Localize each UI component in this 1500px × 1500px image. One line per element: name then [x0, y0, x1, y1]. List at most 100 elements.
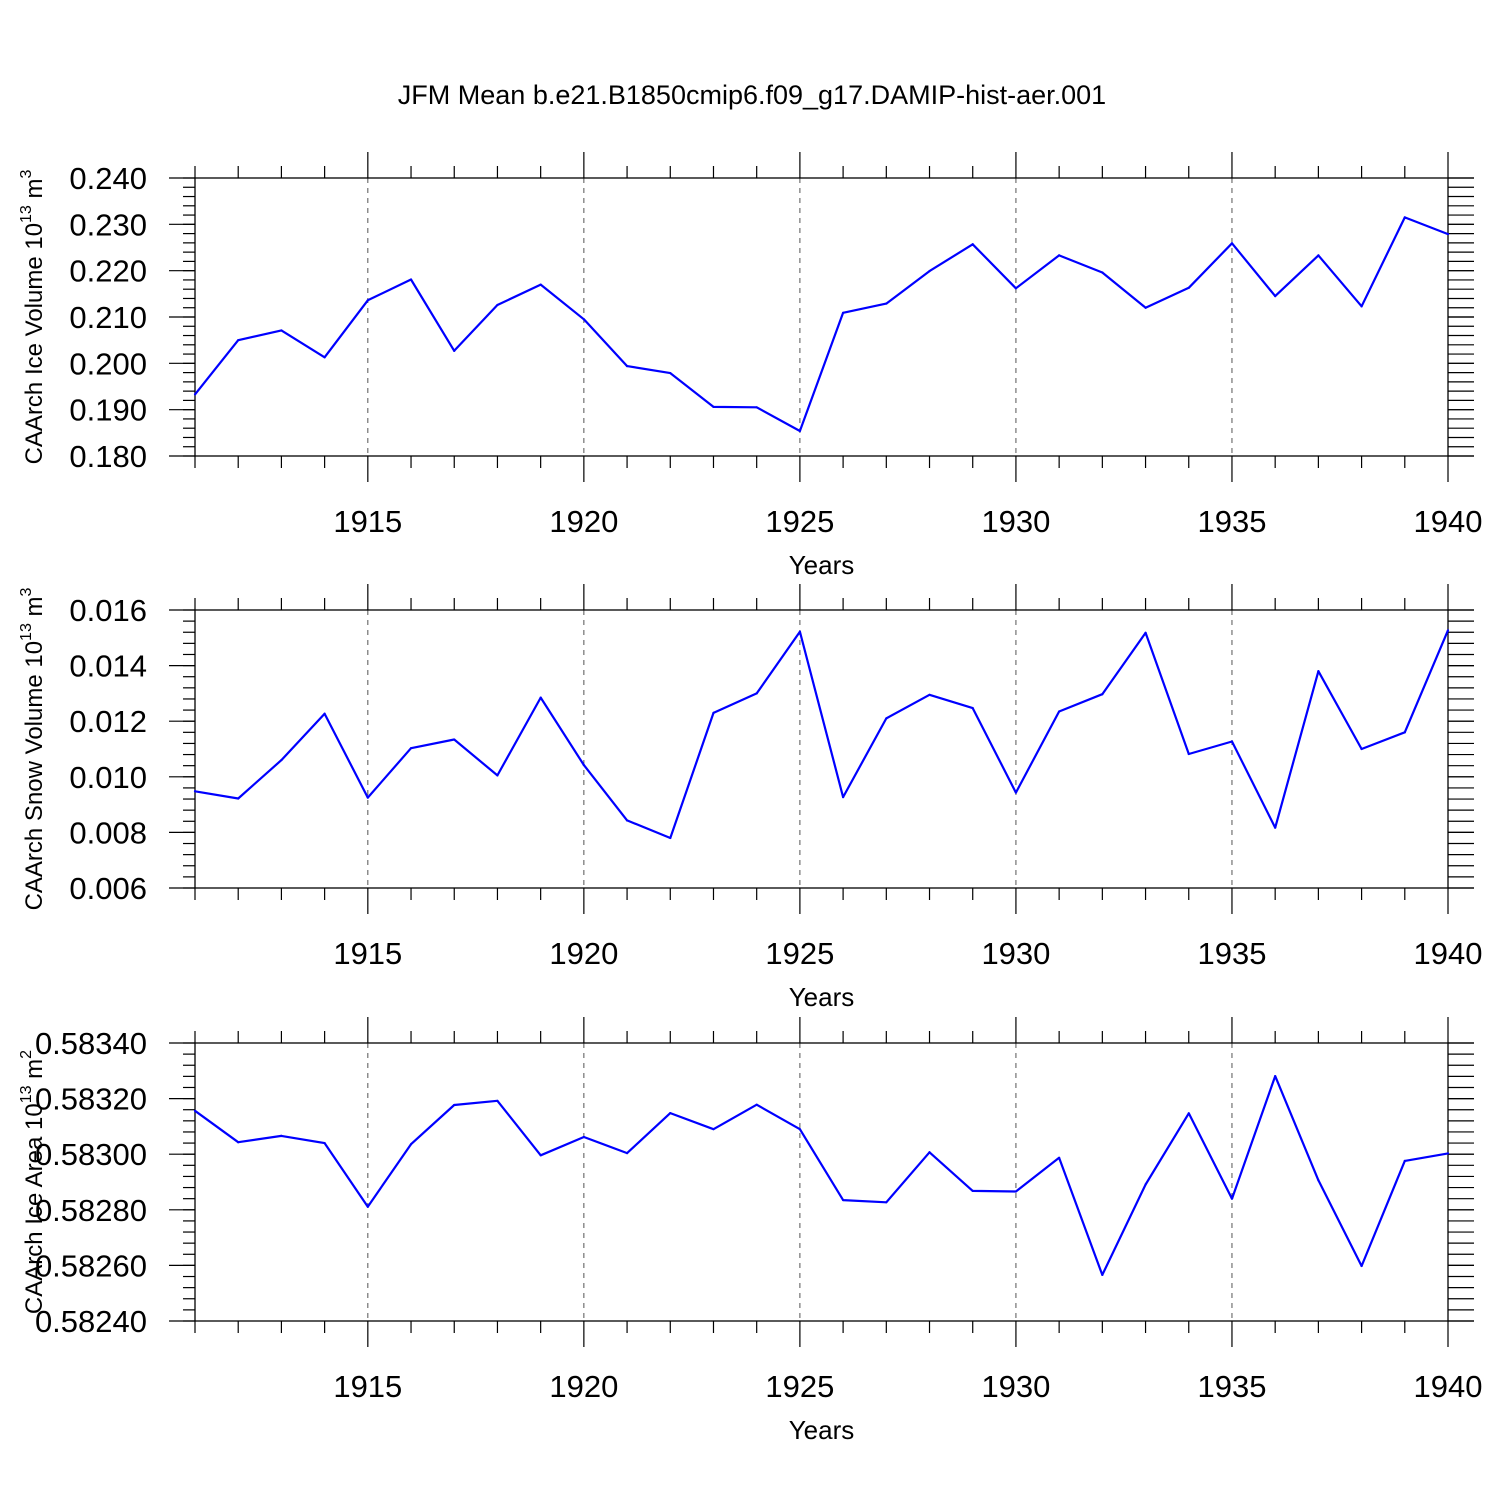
- x-tick-label: 1930: [981, 936, 1050, 971]
- data-point: [1101, 271, 1104, 274]
- y-axis-label-text: CAArch Snow Volume 10: [21, 641, 48, 910]
- data-point: [453, 349, 456, 352]
- x-tick-label: 1915: [333, 504, 402, 539]
- data-point: [798, 630, 801, 633]
- data-point: [1058, 1156, 1061, 1159]
- y-tick-label: 0.230: [69, 207, 147, 242]
- data-point: [1014, 287, 1018, 290]
- y-tick-label: 0.006: [69, 871, 147, 906]
- data-point: [928, 270, 931, 273]
- y-tick-label: 0.58300: [35, 1137, 147, 1172]
- data-point: [1187, 286, 1190, 289]
- data-point: [1230, 1197, 1234, 1200]
- y-axis-label: CAArch Ice Volume 1013 m3: [18, 169, 48, 464]
- x-tick-label: 1930: [981, 504, 1050, 539]
- data-point: [496, 774, 499, 777]
- data-point: [755, 1103, 758, 1106]
- x-tick-label: 1920: [549, 1369, 618, 1404]
- y-tick-label: 0.58320: [35, 1082, 147, 1117]
- x-tick-label: 1935: [1197, 936, 1266, 971]
- data-point: [323, 356, 326, 359]
- data-point: [1446, 1152, 1450, 1155]
- data-point: [1230, 740, 1234, 743]
- data-point: [1274, 1074, 1277, 1078]
- data-point: [842, 1198, 845, 1202]
- data-point: [669, 371, 672, 375]
- data-point: [323, 1141, 326, 1145]
- y-tick-label: 0.200: [69, 346, 147, 381]
- data-point: [496, 303, 499, 307]
- data-point: [755, 692, 758, 695]
- data-point: [712, 711, 715, 714]
- y-tick-label: 0.58260: [35, 1248, 147, 1283]
- data-point: [1274, 826, 1277, 829]
- data-point: [453, 1103, 456, 1107]
- y-tick-label: 0.220: [69, 254, 147, 289]
- data-point: [928, 1151, 931, 1154]
- y-tick-label: 0.012: [69, 704, 147, 739]
- data-point: [1360, 305, 1363, 308]
- x-tick-label: 1940: [1414, 504, 1483, 539]
- data-point: [366, 299, 369, 302]
- chart-panel-ice-volume: 1915 1920 1925 1930 1935 1940 Years 0.180 0.190 0…: [18, 152, 1482, 580]
- data-point: [971, 1189, 974, 1192]
- plot-frame: [194, 609, 1449, 889]
- y-tick-label: 0.58340: [35, 1026, 147, 1061]
- data-point: [1014, 1190, 1018, 1193]
- data-point: [885, 1201, 888, 1204]
- y-axis-label-unit: m: [21, 1059, 48, 1086]
- x-tick-label: 1930: [981, 1369, 1050, 1404]
- data-point: [1403, 731, 1406, 734]
- data-point: [928, 693, 931, 696]
- chart-panel-ice-area: 1915 1920 1925 1930 1935 1940 Years 0.58240 0.58…: [18, 1017, 1482, 1445]
- data-point: [1446, 232, 1450, 236]
- data-point: [1403, 1159, 1406, 1162]
- data-point: [842, 795, 845, 799]
- data-point: [1317, 1179, 1320, 1182]
- data-point: [323, 712, 326, 715]
- data-point: [193, 393, 197, 396]
- data-point: [712, 1128, 715, 1131]
- x-tick-label: 1920: [549, 936, 618, 971]
- data-point: [1274, 295, 1277, 298]
- figure-title: JFM Mean b.e21.B1850cmip6.f09_g17.DAMIP-…: [398, 80, 1106, 110]
- data-point: [193, 790, 197, 793]
- x-tick-label: 1920: [549, 504, 618, 539]
- data-point: [755, 406, 758, 409]
- chart-panel-snow-volume: 1915 1920 1925 1930 1935 1940 Years 0.006 0.008 0…: [18, 584, 1482, 1012]
- data-point: [496, 1099, 499, 1102]
- y-tick-label: 0.210: [69, 300, 147, 335]
- data-point: [280, 329, 283, 332]
- data-point: [625, 365, 629, 368]
- data-point: [1144, 1183, 1147, 1186]
- series-line-ice-volume: [194, 216, 1449, 433]
- y-axis-label-exponent: 13: [18, 623, 35, 641]
- x-tick-label: 1915: [333, 936, 402, 971]
- x-tick-label: 1935: [1197, 504, 1266, 539]
- y-axis-label-unit-exponent: 2: [18, 1050, 35, 1059]
- data-point: [885, 302, 888, 305]
- y-axis-label-unit-exponent: 3: [18, 169, 35, 178]
- y-tick-label: 0.190: [69, 393, 147, 428]
- data-point: [1317, 254, 1320, 257]
- y-axis-label: CAArch Snow Volume 1013 m3: [18, 587, 48, 910]
- y-axis-label-exponent: 13: [18, 205, 35, 223]
- data-point: [1446, 629, 1450, 632]
- data-point: [669, 1111, 672, 1115]
- data-point: [1058, 254, 1061, 257]
- data-point: [539, 696, 542, 699]
- x-tick-label: 1935: [1197, 1369, 1266, 1404]
- data-point: [582, 318, 585, 321]
- data-point: [842, 311, 845, 314]
- y-axis-label: CAArch Ice Area 1013 m2: [18, 1050, 48, 1314]
- data-point: [366, 1205, 369, 1208]
- data-point: [409, 747, 413, 750]
- y-tick-label: 0.58240: [35, 1304, 147, 1339]
- data-point: [280, 1134, 283, 1137]
- data-point: [971, 707, 974, 710]
- data-point: [366, 796, 369, 799]
- data-point: [237, 797, 240, 800]
- y-tick-label: 0.016: [69, 593, 147, 628]
- data-point: [409, 278, 413, 281]
- x-tick-label: 1940: [1414, 936, 1483, 971]
